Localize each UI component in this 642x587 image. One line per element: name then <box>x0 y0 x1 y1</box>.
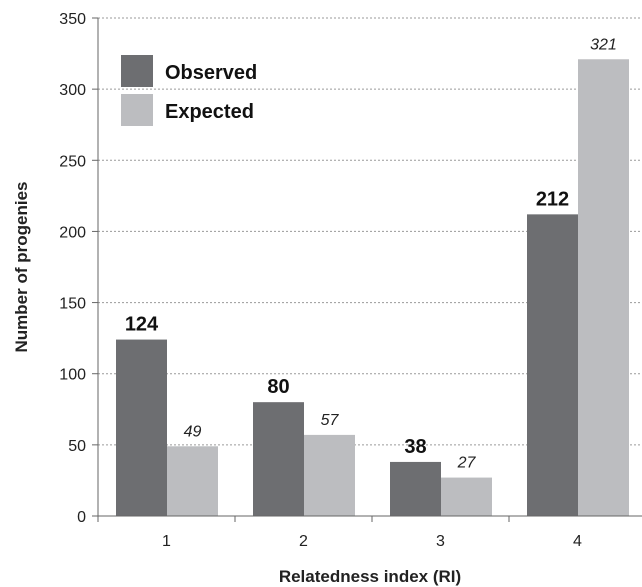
y-axis-title: Number of progenies <box>12 182 31 353</box>
data-label-expected-4: 321 <box>590 36 617 53</box>
legend: Observed Expected <box>121 55 257 126</box>
data-label-observed-3: 38 <box>404 436 426 458</box>
legend-label-observed: Observed <box>165 62 257 84</box>
bars <box>116 59 629 517</box>
x-tick-label: 1 <box>162 533 171 550</box>
data-label-expected-1: 49 <box>184 423 202 440</box>
y-tick-label: 50 <box>68 438 86 455</box>
data-label-expected-3: 27 <box>457 455 477 472</box>
data-label-observed-4: 212 <box>536 188 569 210</box>
bar-expected-4 <box>578 59 629 517</box>
y-tick-label: 0 <box>77 509 86 526</box>
x-tick-label: 3 <box>436 533 445 550</box>
axes <box>97 18 642 517</box>
y-tick-label: 250 <box>59 153 86 170</box>
x-axis-title: Relatedness index (RI) <box>279 567 461 586</box>
bar-expected-2 <box>304 434 355 516</box>
legend-label-expected: Expected <box>165 101 254 123</box>
bar-expected-3 <box>441 477 492 516</box>
data-label-observed-2: 80 <box>267 376 289 398</box>
x-tick-label: 2 <box>299 533 308 550</box>
bar-observed-4 <box>527 214 578 516</box>
x-tick-label: 4 <box>573 533 582 550</box>
data-label-observed-1: 124 <box>125 314 159 336</box>
data-labels: 124 49 80 57 38 27 212 321 <box>125 36 617 471</box>
bar-observed-1 <box>116 339 167 516</box>
bar-observed-3 <box>390 461 441 516</box>
y-tick-label: 300 <box>59 82 86 99</box>
legend-swatch-expected <box>121 94 153 126</box>
bar-observed-2 <box>253 402 304 516</box>
data-label-expected-2: 57 <box>321 412 340 429</box>
y-tick-label: 350 <box>59 11 86 28</box>
y-tick-label: 100 <box>59 367 86 384</box>
y-tick-label: 200 <box>59 224 86 241</box>
ticks: 0 50 100 150 200 250 300 350 1 2 3 4 <box>59 11 582 550</box>
bar-expected-1 <box>167 446 218 516</box>
y-tick-label: 150 <box>59 296 86 313</box>
legend-swatch-observed <box>121 55 153 87</box>
